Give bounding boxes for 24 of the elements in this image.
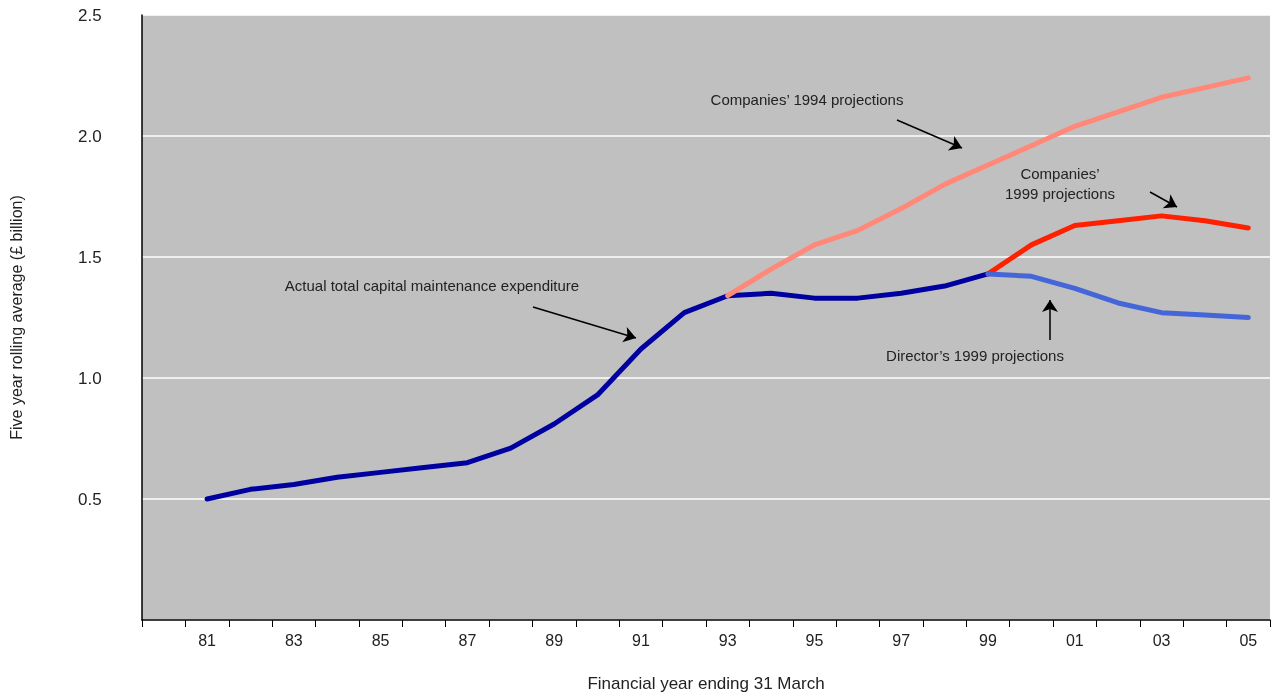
x-tick-label: 95	[805, 631, 824, 649]
x-tick-label: 89	[545, 631, 564, 649]
y-tick-label: 0.5	[78, 489, 102, 509]
x-tick-label: 91	[632, 631, 650, 649]
x-tick-label: 05	[1239, 631, 1258, 649]
annotation: Director’s 1999 projections	[886, 346, 1064, 364]
x-tick-label: 87	[458, 631, 477, 649]
x-tick-label: 81	[198, 631, 217, 649]
y-tick-label: 1.0	[78, 368, 102, 388]
annotation: Companies’ 1999 projections	[1004, 164, 1116, 202]
x-tick-label: 01	[1065, 631, 1084, 649]
y-axis-title: Five year rolling average (£ billion)	[7, 195, 25, 440]
x-tick-label: 83	[284, 631, 303, 649]
y-tick-label: 1.5	[78, 247, 102, 267]
y-tick-label: 2.0	[78, 126, 102, 146]
x-axis-title: Financial year ending 31 March	[587, 674, 825, 693]
annotation: Actual total capital maintenance expenditure	[284, 276, 580, 294]
annotation: Companies’ 1994 projections	[710, 90, 904, 108]
x-tick-label: 03	[1152, 631, 1171, 649]
x-tick-label: 97	[892, 631, 911, 649]
y-tick-label: 2.5	[78, 5, 102, 25]
x-tick-label: 99	[979, 631, 997, 649]
x-tick-label: 85	[371, 631, 390, 649]
x-tick-label: 93	[718, 631, 737, 649]
